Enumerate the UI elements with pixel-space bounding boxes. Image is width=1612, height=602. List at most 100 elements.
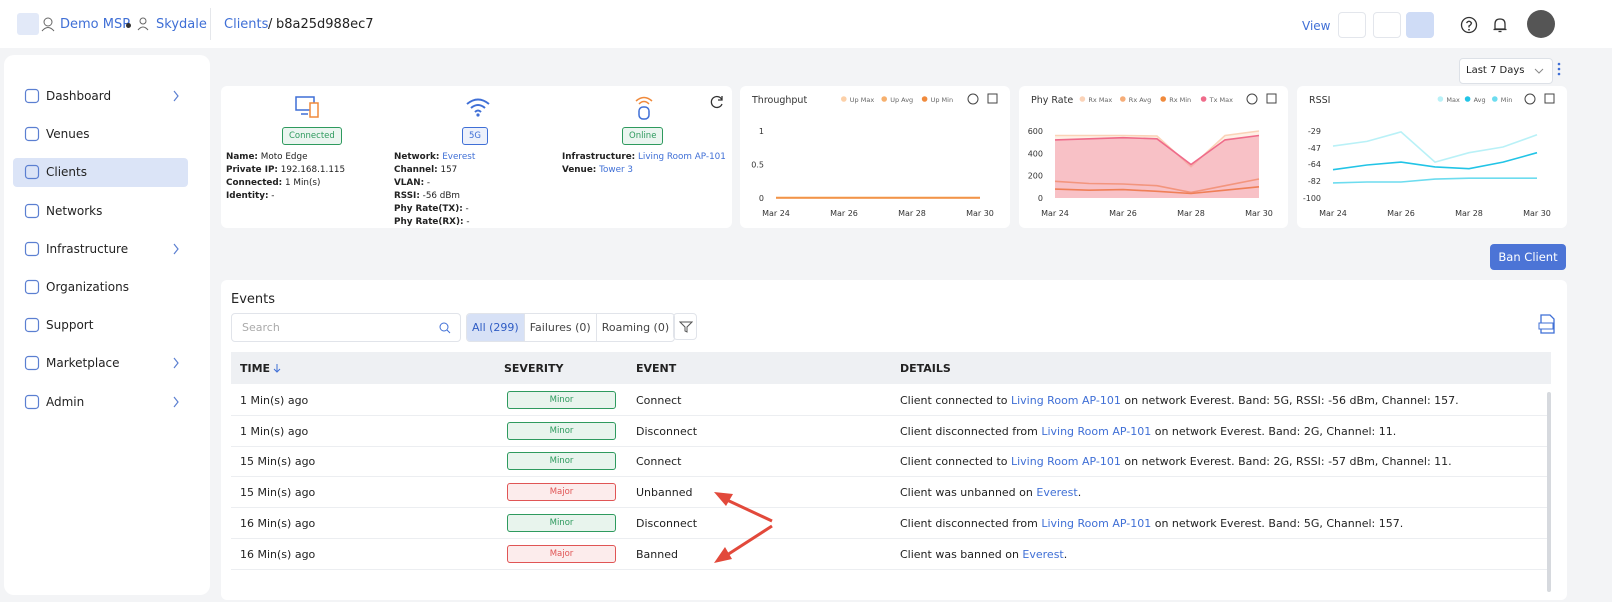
- bell-icon[interactable]: [1491, 16, 1509, 34]
- info-icon[interactable]: [1246, 93, 1258, 105]
- avatar[interactable]: [1527, 10, 1555, 38]
- tab[interactable]: Roaming (0): [595, 314, 674, 341]
- nav-item[interactable]: Admin: [13, 388, 188, 417]
- copy-icon[interactable]: [987, 93, 998, 104]
- field-value: -: [426, 178, 431, 188]
- range-select[interactable]: Last 7 Days: [1459, 58, 1553, 84]
- details-link[interactable]: Living Room AP-101: [1041, 424, 1152, 438]
- nav-label: Organizations: [46, 280, 129, 294]
- time-cell: 16 Min(s) ago: [240, 516, 316, 530]
- chevron-path: [173, 358, 179, 369]
- series-line: [1054, 134, 1260, 166]
- nav-item[interactable]: Dashboard: [13, 82, 188, 111]
- nav-item[interactable]: Networks: [13, 197, 188, 226]
- search-input[interactable]: Search: [231, 313, 461, 342]
- view-button-active[interactable]: [1406, 12, 1434, 38]
- nav-item[interactable]: Organizations: [13, 273, 188, 302]
- row-divider: [231, 537, 1551, 539]
- breadcrumb-link[interactable]: Clients: [224, 17, 269, 32]
- nav-item[interactable]: Infrastructure: [13, 235, 188, 264]
- ban-client-button[interactable]: Ban Client: [1490, 244, 1566, 270]
- nav-icon-shape: [24, 88, 40, 104]
- details-cell: Client disconnected from Living Room AP-…: [900, 425, 1396, 438]
- refresh-icon[interactable]: [709, 94, 725, 110]
- x-tick-label: Mar 26: [830, 209, 858, 218]
- legend-label: Tx Max: [1209, 96, 1233, 104]
- info-icon[interactable]: [1524, 93, 1536, 105]
- view-button[interactable]: [1338, 12, 1366, 38]
- field-value[interactable]: Living Room AP-101: [637, 152, 726, 162]
- nav-item[interactable]: Venues: [13, 120, 188, 149]
- nav-icon-shape: [24, 318, 40, 333]
- nav-label: Marketplace: [46, 356, 120, 371]
- time-cell: 15 Min(s) ago: [240, 455, 316, 469]
- more-icon[interactable]: [1556, 62, 1562, 76]
- legend-dot: [1160, 96, 1166, 102]
- column-header: DETAILS: [900, 362, 951, 375]
- legend-dot: [841, 96, 847, 102]
- nav-item[interactable]: Clients: [13, 158, 188, 188]
- site-icon: [137, 17, 149, 31]
- nav-icon-shape: [24, 356, 40, 371]
- events-title: Events: [231, 292, 276, 307]
- series-line: [1054, 186, 1260, 195]
- details-link[interactable]: Everest: [1022, 547, 1064, 561]
- nav-item[interactable]: Support: [13, 311, 188, 340]
- tabs: All (299) Failures (0) Roaming (0): [466, 313, 676, 342]
- nav-icon: [24, 88, 40, 104]
- nav-label: Venues: [46, 127, 90, 142]
- row-divider: [231, 568, 1551, 570]
- info-icon[interactable]: [967, 93, 979, 105]
- details-link[interactable]: Everest: [1036, 486, 1078, 500]
- details-cell: Client connected to Living Room AP-101 o…: [900, 455, 1452, 468]
- filter-button[interactable]: [673, 313, 697, 340]
- details-link[interactable]: Living Room AP-101: [1041, 516, 1152, 530]
- copy-icon[interactable]: [1266, 93, 1277, 104]
- field-value: -: [465, 204, 469, 214]
- row-divider: [231, 507, 1551, 509]
- y-tick-label: 1: [759, 127, 764, 136]
- nav-icon-shape: [24, 241, 40, 256]
- legend-label: Rx Min: [1169, 96, 1191, 104]
- nav-icon-shape: [24, 279, 40, 295]
- view-label: View: [1302, 19, 1331, 33]
- x-tick-label: Mar 24: [1041, 209, 1069, 218]
- org-link[interactable]: Demo MSP: [60, 17, 131, 32]
- legend-dot: [881, 96, 887, 102]
- breadcrumb-separator: /: [268, 17, 273, 32]
- severity-badge: Minor: [507, 452, 616, 471]
- details-link[interactable]: Living Room AP-101: [1010, 394, 1121, 407]
- site-link[interactable]: Skydale: [156, 17, 207, 32]
- field-label: Phy Rate(RX):: [394, 217, 464, 227]
- copy-icon[interactable]: [1544, 93, 1555, 104]
- client-field: RSSI: -56 dBm: [394, 191, 460, 201]
- nav-item[interactable]: Marketplace: [13, 349, 188, 378]
- legend-dot: [1492, 96, 1498, 102]
- y-tick-label: -29: [1308, 127, 1321, 136]
- help-icon[interactable]: [1460, 16, 1478, 34]
- export-icon[interactable]: [1537, 314, 1557, 334]
- x-tick-label: Mar 30: [966, 209, 994, 218]
- tab[interactable]: Failures (0): [523, 314, 596, 341]
- tab[interactable]: All (299): [467, 314, 524, 341]
- status-badge: Connected: [282, 127, 342, 145]
- field-label: Private IP:: [226, 165, 278, 175]
- throughput-card: Throughput Up Min Up Avg Up Max 0 0.5 1 Mar 24 M…: [740, 86, 1010, 228]
- y-tick-label: 200: [1028, 172, 1043, 181]
- details-link[interactable]: Living Room AP-101: [1010, 455, 1121, 469]
- details-text: on network Everest. Band: 5G, Channel: 1…: [1151, 516, 1404, 530]
- series-area: [1055, 131, 1259, 198]
- details-text: Client connected to: [900, 455, 1011, 469]
- rssi-card: RSSI Min Avg Max -100 -82 -64 -47 -29 Mar 24 Mar 2…: [1297, 86, 1567, 228]
- org-tree-icon[interactable]: [17, 13, 39, 35]
- field-label: VLAN:: [394, 178, 425, 188]
- nav-icon: [24, 241, 40, 256]
- field-value: -56 dBm: [422, 191, 460, 201]
- details-text: on network Everest. Band: 5G, RSSI: -56 …: [1120, 394, 1459, 407]
- y-tick-label: -47: [1308, 144, 1321, 153]
- view-button[interactable]: [1373, 12, 1401, 38]
- chart: Phy Rate Tx Max Rx Min Rx Avg Rx Max 0 200 400 6…: [1028, 93, 1277, 218]
- details-cell: Client disconnected from Living Room AP-…: [900, 517, 1403, 530]
- field-value[interactable]: Tower 3: [599, 165, 633, 175]
- field-value[interactable]: Everest: [442, 152, 476, 162]
